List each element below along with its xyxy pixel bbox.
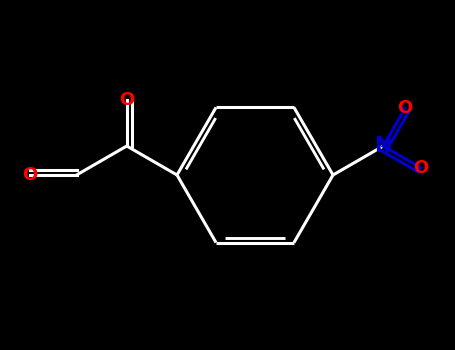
- Text: O: O: [22, 166, 38, 184]
- Text: O: O: [413, 159, 429, 177]
- Text: O: O: [397, 99, 413, 117]
- Text: N: N: [374, 136, 392, 156]
- Text: O: O: [119, 91, 134, 108]
